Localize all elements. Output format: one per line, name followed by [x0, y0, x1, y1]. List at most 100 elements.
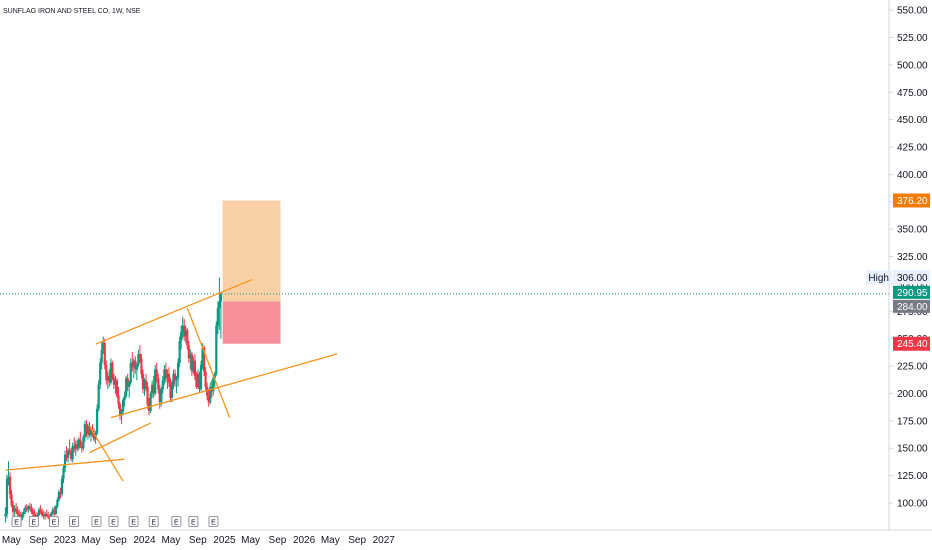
price-tick-label: 550.00 [897, 6, 928, 17]
candle-body [59, 492, 62, 495]
earnings-marker[interactable]: E [108, 516, 119, 527]
earnings-marker[interactable]: E [28, 516, 39, 527]
earnings-box [69, 516, 79, 527]
candle-body [122, 400, 125, 411]
trendline[interactable] [5, 458, 125, 471]
earnings-label: E [94, 520, 99, 527]
candle-body [112, 378, 116, 385]
trendline[interactable] [186, 307, 231, 418]
earnings-box [28, 516, 39, 527]
candle-body [56, 499, 59, 507]
candle-body [33, 513, 36, 517]
time-tick-label: Sep [269, 535, 287, 546]
target-price-tag [893, 193, 930, 208]
candle-body [27, 506, 30, 510]
candle-body [215, 325, 218, 374]
candle-body [66, 450, 70, 459]
candle-body [151, 384, 154, 394]
candle-body [144, 380, 148, 387]
candle-body [135, 364, 138, 370]
candle-body [169, 382, 172, 398]
earnings-marker[interactable]: E [148, 516, 159, 527]
earnings-marker[interactable]: E [208, 516, 219, 527]
current-price-tag [893, 285, 930, 299]
candle-body [111, 362, 114, 379]
candle-body [24, 507, 27, 512]
time-tick-label: May [82, 535, 101, 546]
candle-body [60, 478, 64, 495]
candle-body [79, 439, 82, 447]
earnings-marker[interactable]: E [11, 516, 22, 527]
candle-body [88, 426, 91, 436]
trendline[interactable] [88, 425, 124, 482]
trendlines[interactable] [5, 278, 338, 482]
time-axis[interactable] [0, 530, 932, 550]
earnings-marker[interactable]: E [48, 516, 59, 527]
earnings-marker[interactable]: E [69, 516, 79, 527]
candle-body [204, 371, 207, 387]
candle-body [207, 395, 210, 403]
candle-body [120, 410, 123, 416]
candle-body [103, 343, 106, 365]
candle-body [187, 345, 190, 359]
high-label-box [866, 270, 892, 285]
time-tick-label: 2026 [293, 535, 316, 546]
candle-body [4, 513, 7, 517]
candle-body [180, 332, 183, 341]
candle-body [155, 369, 158, 379]
candle-body [134, 360, 137, 370]
candle-body [10, 494, 13, 506]
time-tick-label: May [321, 535, 340, 546]
target-zone[interactable] [222, 200, 281, 302]
candle-body [137, 354, 140, 365]
candle-body [97, 384, 100, 409]
candle-body [131, 362, 134, 368]
candle-body [186, 329, 189, 346]
price-axis-ticks: 100.00125.00150.00175.00200.00225.00250.… [889, 6, 928, 510]
earnings-marker[interactable]: E [91, 516, 102, 527]
candle-body [68, 450, 71, 453]
earnings-marker[interactable]: E [128, 516, 139, 527]
candle-body [140, 358, 143, 374]
price-axis[interactable] [889, 0, 932, 530]
candle-body [99, 362, 102, 385]
candle-body [183, 325, 186, 337]
candle-body [114, 380, 117, 385]
candle-body [54, 506, 57, 514]
earnings-marker[interactable]: E [171, 516, 182, 527]
earnings-box [91, 516, 102, 527]
trendline[interactable] [110, 353, 338, 419]
candle-body [199, 364, 203, 390]
candle-body [213, 373, 216, 379]
high-price-tag [893, 270, 930, 285]
trendline[interactable] [95, 278, 253, 345]
candle-body [39, 509, 42, 512]
price-tick-label: 350.00 [897, 225, 928, 236]
earnings-label: E [52, 520, 57, 527]
candle-body [195, 375, 198, 387]
earnings-label: E [111, 520, 116, 527]
trendline[interactable] [89, 422, 151, 454]
candle-body [41, 511, 44, 516]
earnings-marker[interactable]: E [188, 516, 199, 527]
candle-body [82, 437, 85, 449]
candle-body [115, 380, 119, 396]
candle-body [63, 454, 67, 468]
candle-body [154, 369, 157, 394]
earnings-box [208, 516, 219, 527]
candle-body [65, 454, 68, 459]
price-tick-label: 200.00 [897, 389, 928, 400]
candle-body [85, 424, 88, 434]
stop-zone[interactable] [222, 301, 281, 344]
time-tick-label: Sep [348, 535, 366, 546]
high-label: High [868, 273, 889, 284]
candle-body [16, 510, 19, 514]
time-tick-label: 2024 [133, 535, 156, 546]
candle-body [109, 362, 112, 383]
candle-body [161, 380, 164, 390]
candle-body [106, 375, 109, 381]
position-zones[interactable] [222, 200, 281, 344]
candle-body [193, 360, 197, 376]
